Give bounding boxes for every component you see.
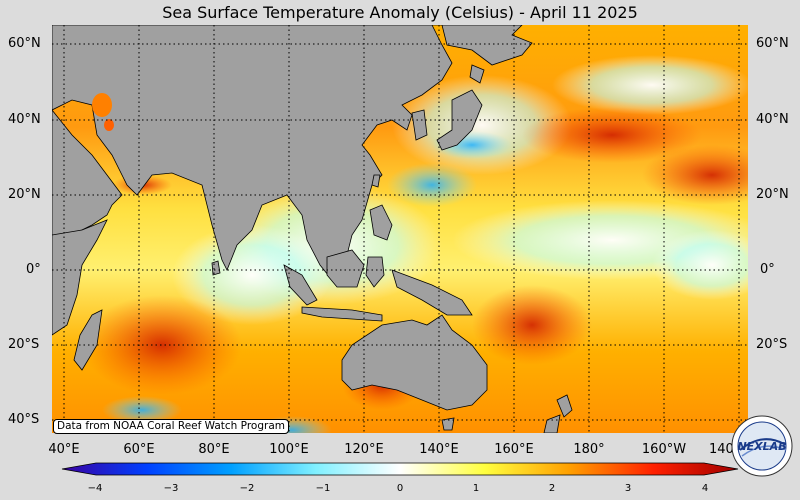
colorbar-tick: 1 (472, 483, 480, 494)
colorbar-tick: 4 (701, 483, 709, 494)
lat-label-right: 0° (760, 262, 775, 277)
colorbar-tick: −2 (239, 483, 255, 494)
lon-label: 80°E (198, 442, 230, 457)
inland-seas (92, 93, 114, 131)
colorbar (61, 462, 739, 476)
colorbar-tick: −3 (163, 483, 179, 494)
lon-label: 60°E (123, 442, 155, 457)
lat-label-left: 20°S (8, 337, 40, 352)
lat-label-left: 40°N (8, 112, 41, 127)
colorbar-tick: −1 (315, 483, 331, 494)
lon-label: 40°E (48, 442, 80, 457)
svg-text:NEXLAB: NEXLAB (737, 440, 786, 453)
lon-label: 140°W (709, 442, 733, 457)
sst-anomaly-map (52, 25, 748, 433)
lon-label: 160°W (641, 442, 687, 457)
lat-label-right: 40°N (756, 112, 789, 127)
lat-label-left: 20°N (8, 187, 41, 202)
lon-label: 160°E (494, 442, 534, 457)
lon-label: 120°E (344, 442, 384, 457)
land-masses (52, 25, 573, 433)
anomaly-patterns (82, 55, 748, 433)
nexlab-logo: NEXLAB (730, 414, 794, 482)
lon-label: 180° (573, 442, 605, 457)
colorbar-tick: 3 (624, 483, 632, 494)
lat-label-right: 20°S (756, 337, 788, 352)
lon-label: 140°E (419, 442, 459, 457)
lat-label-right: 20°N (756, 187, 789, 202)
colorbar-tick: −4 (87, 483, 103, 494)
colorbar-tick: 0 (396, 483, 404, 494)
page-title: Sea Surface Temperature Anomaly (Celsius… (162, 3, 638, 22)
lat-label-left: 60°N (8, 36, 41, 51)
lat-label-left: 40°S (8, 412, 40, 427)
grid-lines (52, 25, 748, 433)
lat-label-left: 0° (26, 262, 41, 277)
lon-label: 100°E (269, 442, 309, 457)
colorbar-tick: 2 (548, 483, 556, 494)
data-credit: Data from NOAA Coral Reef Watch Program (53, 419, 289, 434)
lat-label-right: 60°N (756, 36, 789, 51)
